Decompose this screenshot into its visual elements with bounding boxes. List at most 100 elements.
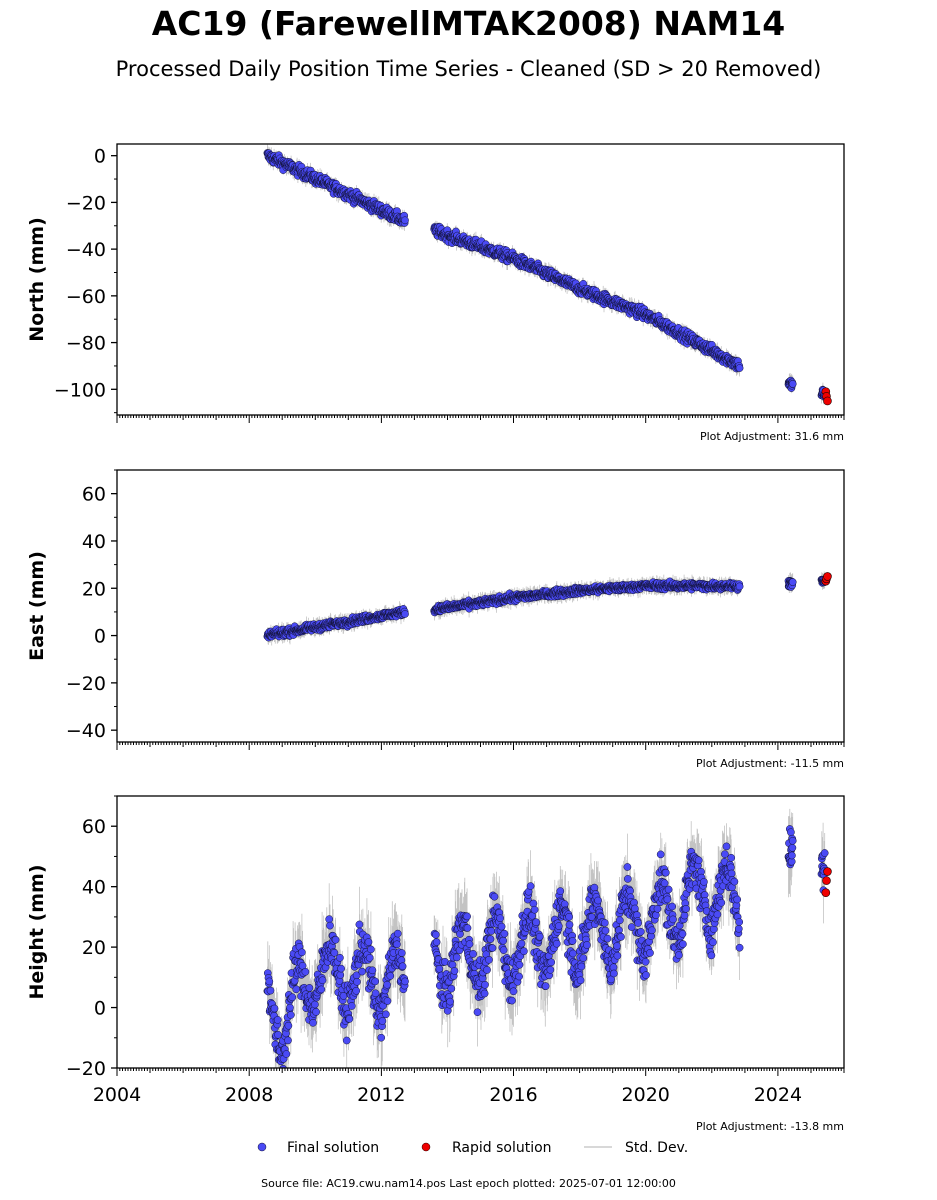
final-point (735, 582, 744, 591)
final-point (526, 882, 535, 890)
final-point (709, 938, 717, 947)
final-point (397, 949, 406, 957)
final-point (463, 912, 471, 921)
final-point (733, 895, 742, 904)
final-point (641, 957, 650, 966)
x-ticks (116, 1068, 845, 1076)
final-point (568, 937, 577, 945)
final-point (820, 849, 829, 857)
legend-rapid-label: Rapid solution (452, 1140, 552, 1156)
final-point (788, 843, 797, 852)
final-point (727, 869, 736, 878)
final-point (469, 950, 477, 958)
y-tick-label: 40 (82, 531, 106, 553)
final-point (730, 877, 739, 886)
final-point (274, 1030, 282, 1039)
final-point (431, 930, 440, 939)
final-point (301, 967, 310, 976)
final-point (473, 1008, 482, 1017)
final-point (282, 1050, 291, 1058)
final-point (452, 953, 461, 962)
final-point (722, 842, 731, 851)
final-point (488, 944, 497, 952)
final-point (661, 868, 670, 877)
final-point (371, 989, 380, 998)
legend-final-marker (257, 1142, 267, 1152)
final-point (577, 962, 586, 971)
final-point (358, 967, 366, 976)
final-point (663, 895, 672, 904)
plot-frame (116, 143, 845, 416)
final-point (594, 896, 602, 905)
final-point (529, 899, 538, 908)
final-point (382, 1010, 390, 1019)
final-point (600, 919, 609, 927)
final-point (532, 918, 540, 927)
final-point (642, 971, 650, 979)
final-point (717, 898, 726, 907)
final-point (309, 1018, 317, 1027)
final-point (535, 932, 544, 941)
final-point (735, 943, 744, 952)
final-point (675, 951, 683, 959)
final-point (499, 946, 508, 954)
final-point (734, 924, 743, 933)
final-point (371, 977, 380, 986)
rapid-point (822, 876, 831, 885)
final-point (735, 364, 744, 372)
final-point (311, 1000, 319, 1009)
final-point (613, 951, 622, 960)
final-point (353, 977, 361, 986)
rapid-point (823, 396, 832, 406)
final-point (613, 942, 621, 950)
final-point (288, 993, 297, 1002)
final-point (446, 997, 454, 1006)
final-point (617, 933, 625, 941)
y-axis-label: East (mm) (26, 551, 48, 661)
final-point (270, 1004, 279, 1013)
final-point (286, 1003, 294, 1012)
final-point (463, 924, 472, 932)
final-point (352, 986, 361, 995)
rapid-point (823, 867, 832, 876)
final-point (587, 913, 596, 921)
y-tick-label: 0 (94, 998, 106, 1020)
y-axis-label: Height (mm) (26, 864, 48, 999)
final-point (398, 962, 407, 971)
final-point (284, 1036, 292, 1045)
final-point (583, 941, 591, 949)
x-tick-label: 2024 (754, 1084, 802, 1106)
final-point (565, 912, 573, 921)
final-point (383, 997, 392, 1005)
data-area (263, 571, 832, 646)
final-point (325, 915, 334, 924)
final-point (634, 919, 642, 927)
x-tick-label: 2004 (93, 1084, 141, 1106)
y-tick-label: 60 (82, 816, 106, 838)
final-point (497, 922, 506, 931)
final-point (721, 850, 729, 859)
y-tick-label: 40 (82, 877, 106, 899)
final-point (682, 904, 690, 913)
final-point (401, 216, 409, 225)
final-point (668, 902, 677, 911)
final-point (393, 929, 402, 938)
final-point (579, 954, 588, 962)
y-tick-label: −80 (66, 333, 106, 355)
data-area (263, 808, 832, 1068)
legend-rapid-marker (421, 1142, 431, 1152)
final-point (401, 977, 409, 986)
final-point (386, 972, 395, 980)
y-tick-label: 20 (82, 937, 106, 959)
plot-adjustment-label: Plot Adjustment: -11.5 mm (696, 757, 844, 770)
final-point (788, 380, 797, 388)
final-point (517, 939, 526, 948)
final-point (509, 987, 518, 996)
y-tick-label: 20 (82, 578, 106, 600)
x-tick-label: 2020 (622, 1084, 670, 1106)
final-point (286, 1011, 295, 1019)
final-point (652, 911, 660, 919)
final-point (787, 828, 795, 837)
final-point (664, 885, 673, 894)
